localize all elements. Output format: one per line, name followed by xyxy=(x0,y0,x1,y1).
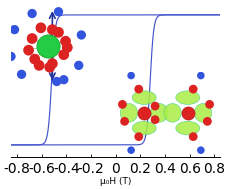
X-axis label: μ₀H (T): μ₀H (T) xyxy=(100,177,131,186)
